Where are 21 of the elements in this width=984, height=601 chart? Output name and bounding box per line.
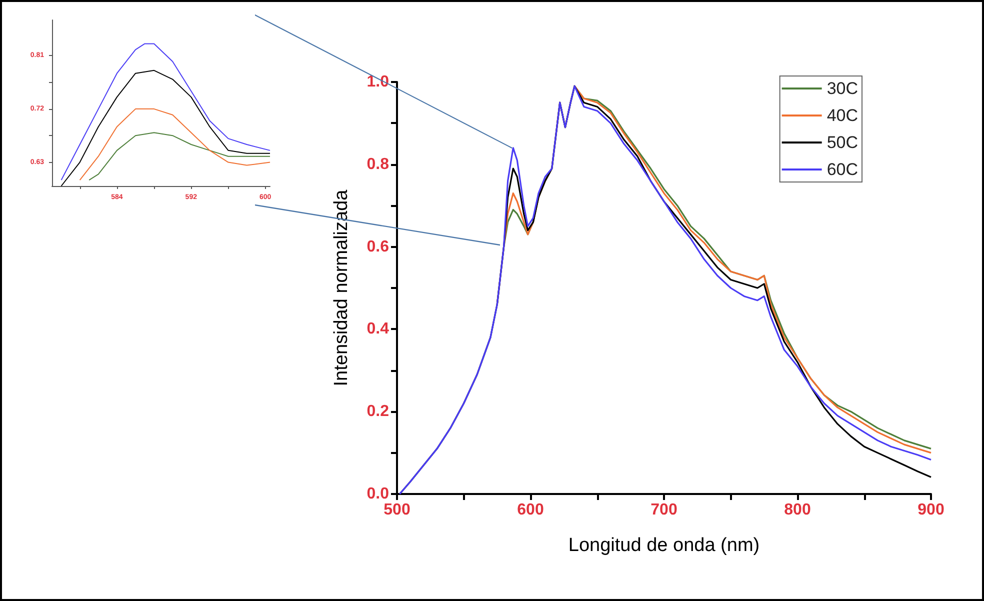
x-tick-label: 500 bbox=[384, 502, 410, 518]
legend-label: 40C bbox=[826, 106, 858, 125]
x-tick-label: 800 bbox=[784, 502, 811, 518]
legend-label: 30C bbox=[826, 79, 858, 98]
x-tick-label: 600 bbox=[517, 502, 544, 518]
y-tick-label: 0.0 bbox=[366, 486, 390, 502]
y-axis-title: Intensidad normalizada bbox=[331, 189, 352, 386]
y-tick-label: 1.0 bbox=[366, 74, 390, 90]
line-series bbox=[88, 132, 270, 181]
line-series bbox=[60, 43, 270, 181]
legend-label: 50C bbox=[826, 133, 858, 152]
line-series bbox=[60, 70, 270, 186]
legend-label: 60C bbox=[826, 160, 858, 179]
line-series bbox=[79, 108, 270, 181]
y-tick-label: 0.6 bbox=[366, 238, 390, 256]
y-tick-label: 0.2 bbox=[366, 403, 390, 420]
x-tick-label: 700 bbox=[650, 502, 678, 518]
x-axis-title: Longitud de onda (nm) bbox=[568, 535, 760, 556]
x-tick-label: 900 bbox=[918, 502, 944, 518]
y-tick-label: 0.8 bbox=[366, 156, 390, 173]
y-tick-label: 0.4 bbox=[366, 320, 390, 338]
